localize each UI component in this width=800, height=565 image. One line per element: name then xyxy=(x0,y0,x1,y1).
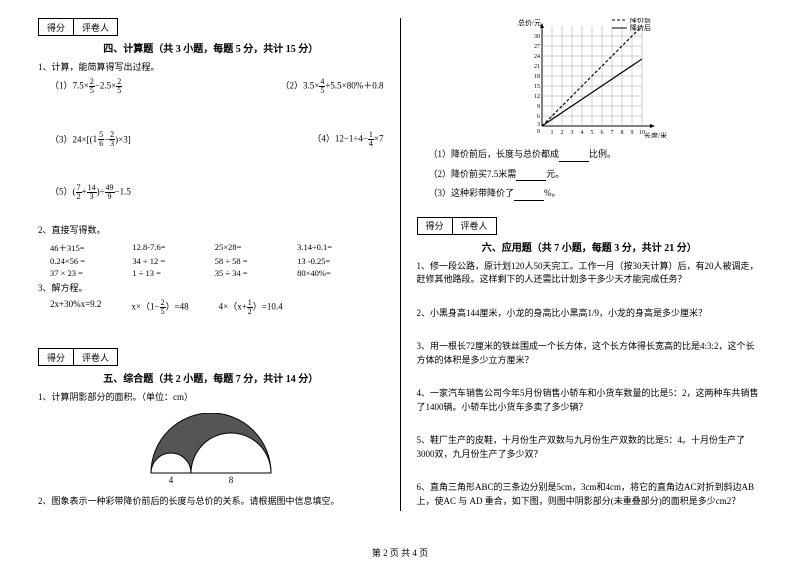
semicircle-figure: 4 8 xyxy=(141,413,281,487)
cell: 0.24×56 = xyxy=(50,256,124,266)
grader-label: 评卷人 xyxy=(452,217,497,235)
svg-text:4: 4 xyxy=(581,130,584,136)
q4-1: 1、计算，能简算得写出过程。 xyxy=(38,61,384,75)
svg-text:27: 27 xyxy=(534,44,540,50)
q6-2: 2、小黑身高144厘米，小龙的身高比小黑高1/9，小龙的身高是多少厘米？ xyxy=(417,307,763,321)
left-column: 得分 评卷人 四、计算题（共 3 小题，每题 5 分，共计 15 分） 1、计算… xyxy=(30,18,401,511)
cell: 80×40%= xyxy=(297,268,371,278)
cell: 37 × 23 = xyxy=(50,268,124,278)
chart-q1: （1）降价前后，长度与总价都成比例。 xyxy=(429,148,763,162)
q6-5: 5、鞋厂生产的皮鞋，十月份生产双数与九月份生产双数的比是5：4。十月份生产了30… xyxy=(417,434,763,461)
q4-2: 2、直接写得数。 xyxy=(38,224,384,238)
q5-2: 2、图象表示一种彩带降价前后的长度与总价的关系。请根据图中信息填空。 xyxy=(38,495,384,509)
eq3: 4×（x+12）=10.4 xyxy=(219,299,283,316)
expr-2: （2）3.5×45+5.5×80%＋0.8 xyxy=(281,78,384,95)
page-footer: 第 2 页 共 4 页 xyxy=(0,546,800,559)
svg-text:12: 12 xyxy=(534,94,540,100)
cell: 12.8-7.6= xyxy=(132,242,206,254)
svg-text:1: 1 xyxy=(551,130,554,136)
cell: 46＋315= xyxy=(50,242,124,254)
score-box-6: 得分 评卷人 xyxy=(417,217,763,235)
q6-1: 1、修一段公路，原计划120人50天完工。工作一月（按30天计算）后，有20人被… xyxy=(417,260,763,287)
equations-row: 2x+30%x=9.2 x×（1−25）=48 4×（x+12）=10.4 xyxy=(50,299,372,316)
cell: 1 ÷ 13 = xyxy=(132,268,206,278)
svg-text:9: 9 xyxy=(631,130,634,136)
svg-text:3: 3 xyxy=(537,122,540,128)
svg-text:15: 15 xyxy=(534,84,540,90)
svg-text:5: 5 xyxy=(591,130,594,136)
grader-label: 评卷人 xyxy=(73,18,118,36)
svg-text:0: 0 xyxy=(537,129,540,135)
section4-title: 四、计算题（共 3 小题，每题 5 分，共计 15 分） xyxy=(38,40,384,55)
score-box-5: 得分 评卷人 xyxy=(38,348,384,366)
expr-1: （1）7.5×25−2.5×25 xyxy=(50,78,122,95)
svg-text:总价/元: 总价/元 xyxy=(518,18,541,27)
svg-text:18: 18 xyxy=(534,74,540,80)
eq1: 2x+30%x=9.2 xyxy=(50,299,101,316)
cell: 34 ÷ 12 = xyxy=(132,256,206,266)
svg-text:2: 2 xyxy=(561,130,564,136)
cell: 25×28= xyxy=(215,242,289,254)
cell: 35 ÷ 34 = xyxy=(215,268,289,278)
svg-text:7: 7 xyxy=(611,130,614,136)
expr-4: （4）12−1÷4−14×7 xyxy=(312,131,383,149)
q6-6: 6、直角三角形ABC的三条边分别是5cm，3cm和4cm，将它的直角边AC对折到… xyxy=(417,481,763,508)
q6-4: 4、一家汽车销售公司今年5月份销售小轿车和小货车数量的比是5：2，这两种车共销售… xyxy=(417,387,763,414)
q4-1-row2: （3）24×[(156−23)×3] （4）12−1÷4−14×7 xyxy=(50,131,384,149)
svg-text:4: 4 xyxy=(169,475,174,485)
grader-label: 评卷人 xyxy=(73,348,118,366)
price-chart: 302724211815129630 12345678910 总价/元 长度/米… xyxy=(514,18,664,140)
section6-title: 六、应用题（共 7 小题，每题 3 分，共计 21 分） xyxy=(417,239,763,254)
chart-q3: （3）这种彩带降价了%。 xyxy=(429,187,763,201)
svg-text:24: 24 xyxy=(534,54,540,60)
score-label: 得分 xyxy=(38,348,73,366)
q4-1-row1: （1）7.5×25−2.5×25 （2）3.5×45+5.5×80%＋0.8 xyxy=(50,78,384,95)
eq2: x×（1−25）=48 xyxy=(131,299,188,316)
cell: 3.14÷0.1= xyxy=(297,242,371,254)
q4-3: 3、解方程。 xyxy=(38,282,384,296)
svg-text:8: 8 xyxy=(621,130,624,136)
score-box: 得分 评卷人 xyxy=(38,18,384,36)
svg-text:6: 6 xyxy=(601,130,604,136)
section5-title: 五、综合题（共 2 小题，每题 7 分，共计 14 分） xyxy=(38,370,384,385)
score-label: 得分 xyxy=(417,217,452,235)
svg-text:21: 21 xyxy=(534,64,540,70)
svg-text:降价后: 降价后 xyxy=(630,23,651,32)
svg-text:3: 3 xyxy=(571,130,574,136)
q6-3: 3、用一根长72厘米的铁丝围成一个长方体，这个长方体得长宽高的比是4:3:2，这… xyxy=(417,340,763,367)
mental-math-grid: 46＋315= 12.8-7.6= 25×28= 3.14÷0.1= 0.24×… xyxy=(50,242,372,278)
chart-q2: （2）降价前买7.5米需元。 xyxy=(429,168,763,182)
score-label: 得分 xyxy=(38,18,73,36)
svg-text:9: 9 xyxy=(537,104,540,110)
expr-5: （5）(72+143)÷499−1.5 xyxy=(50,184,384,201)
page-container: 得分 评卷人 四、计算题（共 3 小题，每题 5 分，共计 15 分） 1、计算… xyxy=(0,0,800,519)
cell: 58 ÷ 58 = xyxy=(215,256,289,266)
svg-text:30: 30 xyxy=(534,34,540,40)
right-column: 302724211815129630 12345678910 总价/元 长度/米… xyxy=(401,18,771,511)
expr-3: （3）24×[(156−23)×3] xyxy=(50,131,131,149)
cell: 13 -0.25= xyxy=(297,256,371,266)
svg-text:长度/米: 长度/米 xyxy=(644,131,667,138)
svg-text:8: 8 xyxy=(229,475,234,485)
q5-1: 1、计算阴影部分的面积。（单位：cm） xyxy=(38,391,384,405)
svg-text:6: 6 xyxy=(537,114,540,120)
